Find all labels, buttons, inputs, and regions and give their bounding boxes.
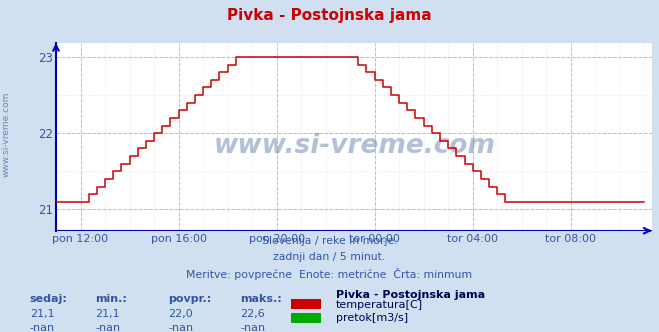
Text: -nan: -nan bbox=[241, 323, 266, 332]
Text: sedaj:: sedaj: bbox=[30, 294, 67, 304]
Text: 22,0: 22,0 bbox=[168, 309, 193, 319]
Text: -nan: -nan bbox=[168, 323, 193, 332]
Text: Slovenija / reke in morje.: Slovenija / reke in morje. bbox=[262, 236, 397, 246]
Text: www.si-vreme.com: www.si-vreme.com bbox=[2, 92, 11, 177]
Text: -nan: -nan bbox=[30, 323, 55, 332]
Text: 21,1: 21,1 bbox=[30, 309, 54, 319]
Text: zadnji dan / 5 minut.: zadnji dan / 5 minut. bbox=[273, 252, 386, 262]
Text: www.si-vreme.com: www.si-vreme.com bbox=[214, 133, 495, 159]
Text: -nan: -nan bbox=[96, 323, 121, 332]
Text: 21,1: 21,1 bbox=[96, 309, 120, 319]
Text: 22,6: 22,6 bbox=[241, 309, 266, 319]
Text: temperatura[C]: temperatura[C] bbox=[336, 300, 423, 310]
Text: Pivka - Postojnska jama: Pivka - Postojnska jama bbox=[227, 8, 432, 23]
Text: povpr.:: povpr.: bbox=[168, 294, 212, 304]
Text: Meritve: povprečne  Enote: metrične  Črta: minmum: Meritve: povprečne Enote: metrične Črta:… bbox=[186, 268, 473, 280]
Text: pretok[m3/s]: pretok[m3/s] bbox=[336, 313, 408, 323]
Text: min.:: min.: bbox=[96, 294, 127, 304]
Text: maks.:: maks.: bbox=[241, 294, 282, 304]
Text: Pivka - Postojnska jama: Pivka - Postojnska jama bbox=[336, 290, 485, 300]
